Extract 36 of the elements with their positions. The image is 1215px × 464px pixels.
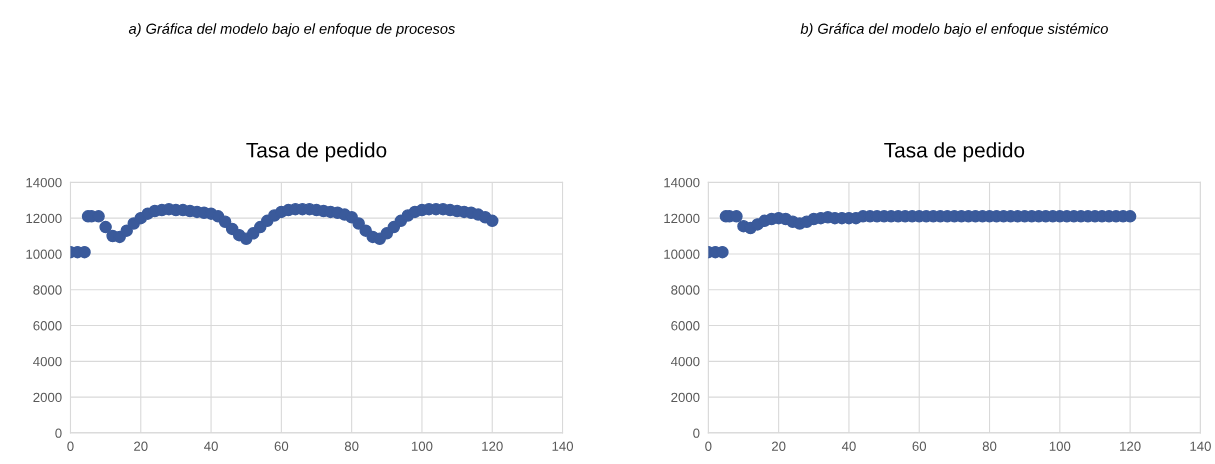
- y-tick-label: 10000: [26, 249, 62, 259]
- x-tick-label: 120: [482, 441, 503, 451]
- x-tick-label: 60: [912, 441, 927, 451]
- y-tick-label: 12000: [664, 213, 700, 224]
- y-tick-label: 14000: [26, 177, 62, 188]
- chart-title: Tasa de pedido: [884, 142, 1025, 162]
- x-tick-label: 80: [344, 441, 359, 451]
- x-tick-label: 0: [705, 441, 712, 451]
- x-tick-label: 120: [1120, 441, 1141, 451]
- x-tick-label: 60: [274, 441, 289, 451]
- y-tick-label: 2000: [33, 392, 62, 403]
- chart-title: Tasa de pedido: [246, 142, 387, 162]
- y-tick-label: 2000: [671, 392, 700, 403]
- x-tick-label: 40: [204, 441, 218, 451]
- y-tick-label: 4000: [33, 356, 62, 367]
- y-tick-label: 10000: [664, 249, 700, 259]
- y-tick-label: 6000: [671, 321, 700, 331]
- x-tick-label: 140: [1190, 441, 1211, 451]
- x-tick-label: 0: [67, 441, 74, 451]
- y-tick-label: 12000: [26, 213, 62, 224]
- x-tick-label: 20: [134, 441, 148, 451]
- y-tick-label: 4000: [670, 356, 700, 367]
- x-tick-label: 140: [552, 441, 574, 451]
- y-tick-label: 14000: [664, 177, 700, 188]
- y-tick-label: 8000: [33, 285, 62, 295]
- x-tick-label: 100: [1049, 441, 1071, 451]
- y-tick-label: 6000: [33, 321, 62, 331]
- y-tick-label: 8000: [671, 285, 700, 295]
- y-tick-label: 0: [55, 428, 62, 438]
- x-tick-label: 40: [841, 441, 856, 451]
- x-tick-label: 100: [411, 441, 433, 451]
- text: a) Gráfica del modelo bajo el enfoque de procesos: [128, 23, 455, 37]
- y-tick-label: 0: [693, 428, 700, 438]
- x-tick-label: 80: [982, 441, 997, 451]
- x-tick-label: 20: [771, 441, 786, 451]
- text: b) Gráfica del modelo bajo el enfoque sistémico: [800, 23, 1108, 37]
